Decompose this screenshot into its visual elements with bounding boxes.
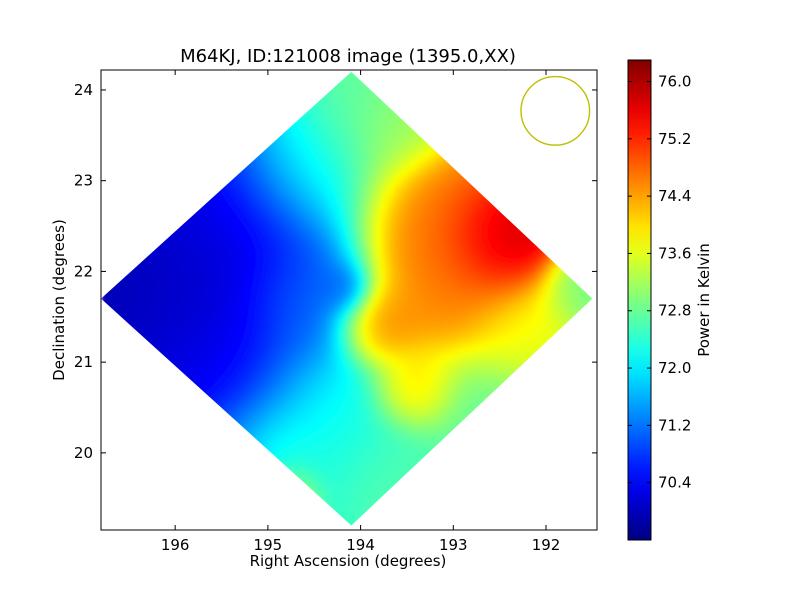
colorbar-tick-label: 71.2 bbox=[658, 416, 691, 434]
y-tick-label: 21 bbox=[74, 353, 93, 371]
colorbar-tick-label: 76.0 bbox=[658, 72, 691, 90]
chart-title: M64KJ, ID:121008 image (1395.0,XX) bbox=[180, 46, 516, 67]
plot-frame bbox=[100, 69, 598, 531]
colorbar-tick-label: 72.0 bbox=[658, 359, 691, 377]
colorbar-ticks: 70.4 71.2 72.0 72.8 73.6 74.4 75.2 76.0 bbox=[628, 72, 691, 492]
y-tick-label: 24 bbox=[74, 81, 93, 99]
colorbar: 70.4 71.2 72.0 72.8 73.6 74.4 75.2 76.0 Power i… bbox=[627, 59, 713, 541]
x-tick-label: 195 bbox=[254, 536, 283, 554]
y-axis-label: Declination (degrees) bbox=[50, 219, 68, 381]
plot-area: 196 195 194 193 192 20 21 22 23 24 bbox=[74, 69, 598, 554]
x-axis-ticks: 196 195 194 193 192 bbox=[161, 70, 560, 554]
colorbar-tick-label: 72.8 bbox=[658, 302, 691, 320]
x-tick-label: 194 bbox=[346, 536, 375, 554]
colorbar-gradient bbox=[627, 59, 652, 541]
colorbar-tick-label: 73.6 bbox=[658, 244, 691, 262]
x-axis-label: Right Ascension (degrees) bbox=[250, 552, 447, 570]
heatmap-image bbox=[101, 71, 593, 526]
x-tick-label: 192 bbox=[532, 536, 561, 554]
colorbar-tick-label: 74.4 bbox=[658, 187, 691, 205]
y-tick-label: 23 bbox=[74, 172, 93, 190]
colorbar-tick-label: 70.4 bbox=[658, 474, 691, 492]
x-tick-label: 193 bbox=[439, 536, 468, 554]
beam-circle bbox=[520, 75, 591, 146]
colorbar-label: Power in Kelvin bbox=[695, 243, 713, 357]
y-axis-ticks: 20 21 22 23 24 bbox=[74, 81, 597, 462]
colorbar-tick-label: 75.2 bbox=[658, 130, 691, 148]
x-tick-label: 196 bbox=[161, 536, 190, 554]
y-tick-label: 20 bbox=[74, 444, 93, 462]
y-tick-label: 22 bbox=[74, 262, 93, 280]
